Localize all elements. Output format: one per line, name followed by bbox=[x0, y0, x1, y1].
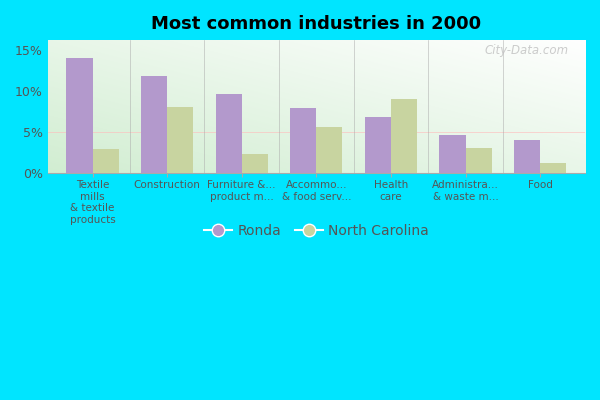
Bar bbox=[215, 94, 242, 173]
Bar bbox=[67, 58, 92, 173]
Legend: Ronda, North Carolina: Ronda, North Carolina bbox=[198, 218, 434, 244]
Bar bbox=[290, 108, 316, 173]
Bar bbox=[439, 136, 466, 173]
Bar bbox=[514, 140, 540, 173]
Bar bbox=[167, 107, 193, 173]
Bar bbox=[92, 149, 119, 173]
Bar bbox=[316, 127, 343, 173]
Bar bbox=[242, 154, 268, 173]
Title: Most common industries in 2000: Most common industries in 2000 bbox=[151, 15, 481, 33]
Bar bbox=[391, 99, 417, 173]
Text: City-Data.com: City-Data.com bbox=[485, 44, 569, 57]
Bar bbox=[540, 164, 566, 173]
Bar bbox=[141, 76, 167, 173]
Bar bbox=[365, 117, 391, 173]
Bar bbox=[466, 148, 492, 173]
